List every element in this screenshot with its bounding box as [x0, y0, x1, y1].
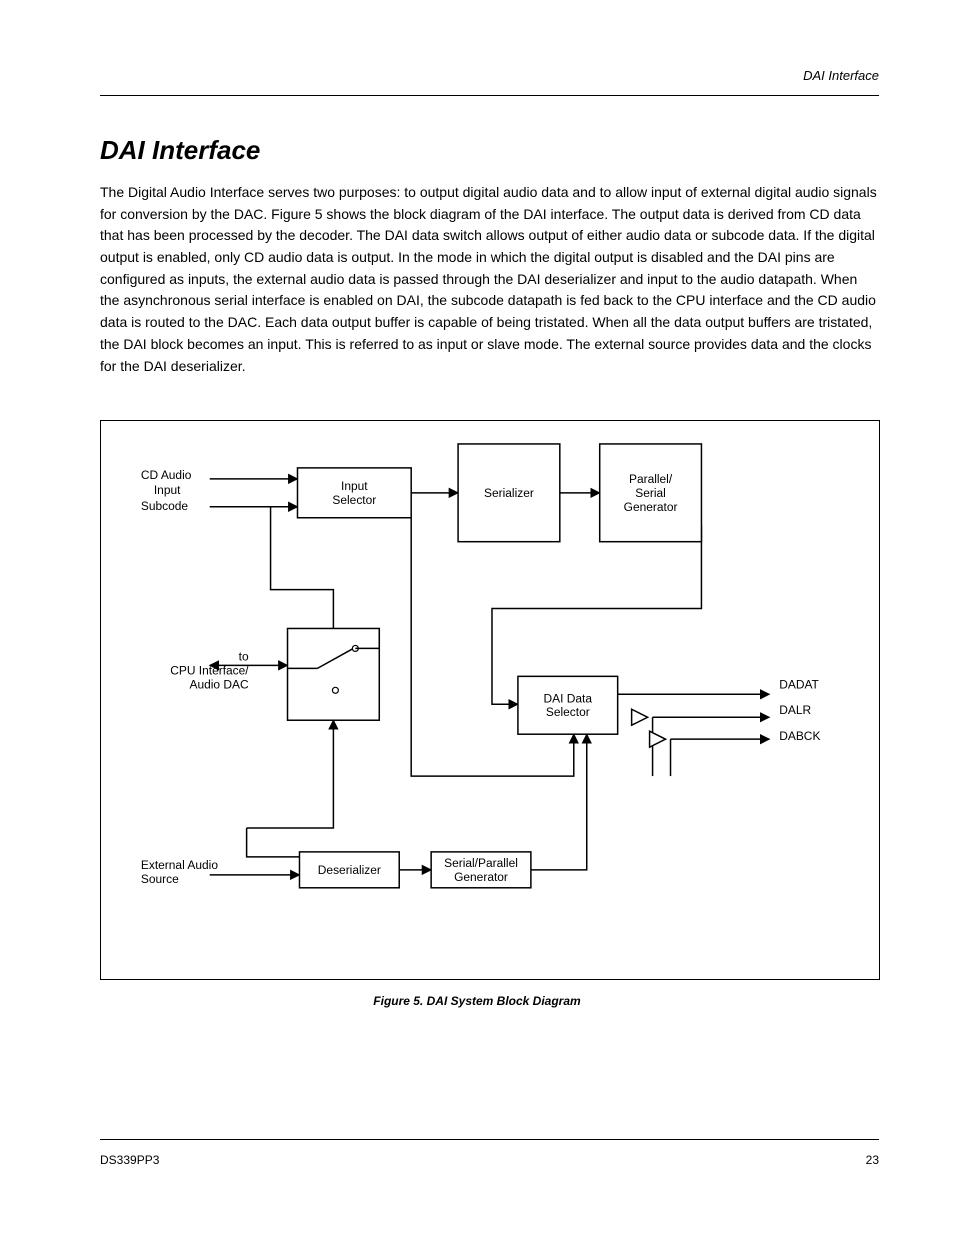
svg-text:Subcode: Subcode	[141, 499, 189, 513]
svg-text:Input: Input	[341, 479, 368, 493]
figure-box: InputSelectorSerializerParallel/SerialGe…	[100, 420, 880, 980]
figure-caption: Figure 5. DAI System Block Diagram	[0, 994, 954, 1008]
footer-rule	[100, 1139, 879, 1140]
svg-text:DABCK: DABCK	[779, 729, 820, 743]
section-title: DAI Interface	[100, 135, 260, 166]
svg-text:Serial/Parallel: Serial/Parallel	[444, 856, 518, 870]
footer-right: 23	[866, 1153, 879, 1167]
svg-text:Serializer: Serializer	[484, 486, 534, 500]
svg-text:Serial: Serial	[635, 486, 666, 500]
svg-text:CPU Interface/: CPU Interface/	[170, 663, 249, 677]
svg-text:Selector: Selector	[332, 493, 376, 507]
svg-text:CD Audio: CD Audio	[141, 468, 192, 482]
svg-text:DADAT: DADAT	[779, 677, 819, 691]
svg-text:Parallel/: Parallel/	[629, 472, 673, 486]
svg-text:DALR: DALR	[779, 703, 811, 717]
header-label: DAI Interface	[803, 68, 879, 83]
section-paragraph: The Digital Audio Interface serves two p…	[100, 182, 879, 377]
dai-block-diagram: InputSelectorSerializerParallel/SerialGe…	[101, 421, 879, 980]
svg-text:Generator: Generator	[624, 500, 678, 514]
svg-text:Deserializer: Deserializer	[318, 863, 381, 877]
svg-text:Selector: Selector	[546, 705, 590, 719]
svg-text:Audio DAC: Audio DAC	[189, 677, 248, 691]
page: DAI Interface DAI Interface The Digital …	[0, 0, 954, 1235]
svg-text:Input: Input	[154, 483, 181, 497]
svg-text:External Audio: External Audio	[141, 858, 218, 872]
svg-text:Generator: Generator	[454, 870, 508, 884]
footer-left: DS339PP3	[100, 1153, 159, 1167]
svg-text:to: to	[239, 649, 249, 663]
svg-text:DAI Data: DAI Data	[544, 691, 593, 705]
header-rule	[100, 95, 879, 96]
svg-text:Source: Source	[141, 872, 179, 886]
